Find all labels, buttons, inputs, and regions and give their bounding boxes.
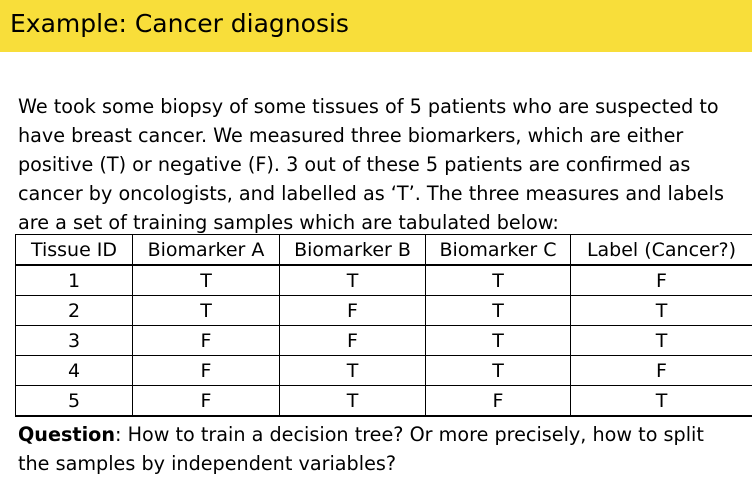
cell-biomarker-b: T [279, 264, 426, 296]
intro-paragraph: We took some biopsy of some tissues of 5… [18, 95, 724, 234]
cell-biomarker-a: F [132, 385, 280, 417]
cell-label: T [570, 385, 752, 417]
cell-biomarker-b: T [279, 355, 426, 386]
table-row: 4 F T T F [15, 355, 752, 386]
cell-biomarker-c: T [425, 325, 571, 356]
cell-biomarker-b: T [279, 385, 426, 417]
cell-biomarker-b: F [279, 325, 426, 356]
table-header-row: Tissue ID Biomarker A Biomarker B Biomar… [15, 234, 752, 266]
cell-biomarker-a: F [132, 325, 280, 356]
cell-label: F [570, 355, 752, 386]
cell-tissue-id: 4 [15, 355, 133, 386]
cell-biomarker-c: T [425, 295, 571, 326]
header-label: Label (Cancer?) [570, 234, 752, 266]
question-paragraph: Question: How to train a decision tree? … [18, 420, 740, 478]
cell-biomarker-b: F [279, 295, 426, 326]
title-bar: Example: Cancer diagnosis [0, 0, 752, 52]
table-row: 5 F T F T [15, 385, 752, 417]
page-title: Example: Cancer diagnosis [10, 9, 349, 38]
table-row: 3 F F T T [15, 325, 752, 356]
header-biomarker-c: Biomarker C [425, 234, 571, 266]
cell-label: T [570, 325, 752, 356]
cell-biomarker-a: T [132, 264, 280, 296]
table-row: 1 T T T F [15, 264, 752, 296]
training-samples-table: Tissue ID Biomarker A Biomarker B Biomar… [15, 234, 752, 417]
cell-biomarker-c: F [425, 385, 571, 417]
cell-biomarker-c: T [425, 264, 571, 296]
cell-tissue-id: 2 [15, 295, 133, 326]
cell-biomarker-a: F [132, 355, 280, 386]
cell-tissue-id: 3 [15, 325, 133, 356]
cell-label: T [570, 295, 752, 326]
question-text: : How to train a decision tree? Or more … [18, 423, 704, 475]
cell-label: F [570, 264, 752, 296]
header-tissue-id: Tissue ID [15, 234, 133, 266]
cell-tissue-id: 5 [15, 385, 133, 417]
cell-biomarker-a: T [132, 295, 280, 326]
cell-tissue-id: 1 [15, 264, 133, 296]
header-biomarker-a: Biomarker A [132, 234, 280, 266]
question-label: Question [18, 423, 115, 446]
table-row: 2 T F T T [15, 295, 752, 326]
cell-biomarker-c: T [425, 355, 571, 386]
header-biomarker-b: Biomarker B [279, 234, 426, 266]
